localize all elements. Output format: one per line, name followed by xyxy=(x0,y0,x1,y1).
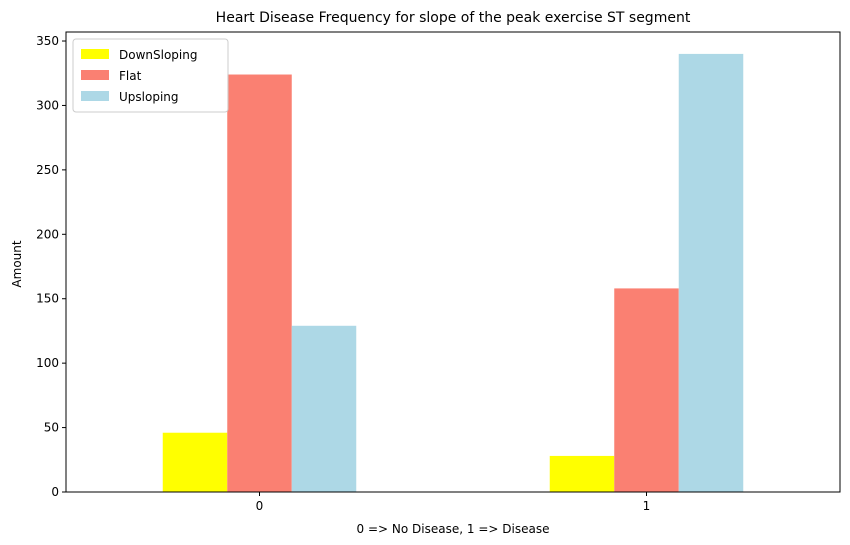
bars-group xyxy=(162,53,744,493)
legend-label-downsloping: DownSloping xyxy=(119,48,197,62)
bar-downsloping-0 xyxy=(162,432,228,492)
y-tick-label: 350 xyxy=(36,34,59,48)
axes-group: 0 50 100 150 200 250 300 350 0 1 xyxy=(36,31,841,513)
y-tick-label: 150 xyxy=(36,292,59,306)
legend: DownSloping Flat Upsloping xyxy=(72,38,229,113)
plot-frame xyxy=(65,31,841,493)
y-tick-label: 200 xyxy=(36,227,59,241)
y-tick-label: 50 xyxy=(44,421,59,435)
y-tick-label: 0 xyxy=(51,485,59,499)
legend-swatch-upsloping xyxy=(81,91,109,101)
legend-label-flat: Flat xyxy=(119,69,142,83)
bar-flat-0 xyxy=(227,74,292,493)
bar-upsloping-0 xyxy=(291,325,357,492)
legend-swatch-flat xyxy=(81,70,109,80)
y-tick-label: 300 xyxy=(36,98,59,112)
chart-title: Heart Disease Frequency for slope of the… xyxy=(216,10,691,26)
y-tick-label: 100 xyxy=(36,356,59,370)
legend-swatch-downsloping xyxy=(81,49,109,59)
bar-downsloping-1 xyxy=(549,455,615,492)
x-tick-label-0: 0 xyxy=(256,499,264,513)
y-tick-label: 250 xyxy=(36,163,59,177)
y-axis-label: Amount xyxy=(10,240,24,287)
x-tick-label-1: 1 xyxy=(643,499,651,513)
bar-flat-1 xyxy=(614,288,679,492)
bar-upsloping-1 xyxy=(678,53,744,493)
legend-label-upsloping: Upsloping xyxy=(119,90,179,104)
x-axis-label: 0 => No Disease, 1 => Disease xyxy=(357,522,550,536)
legend-box xyxy=(72,38,229,113)
